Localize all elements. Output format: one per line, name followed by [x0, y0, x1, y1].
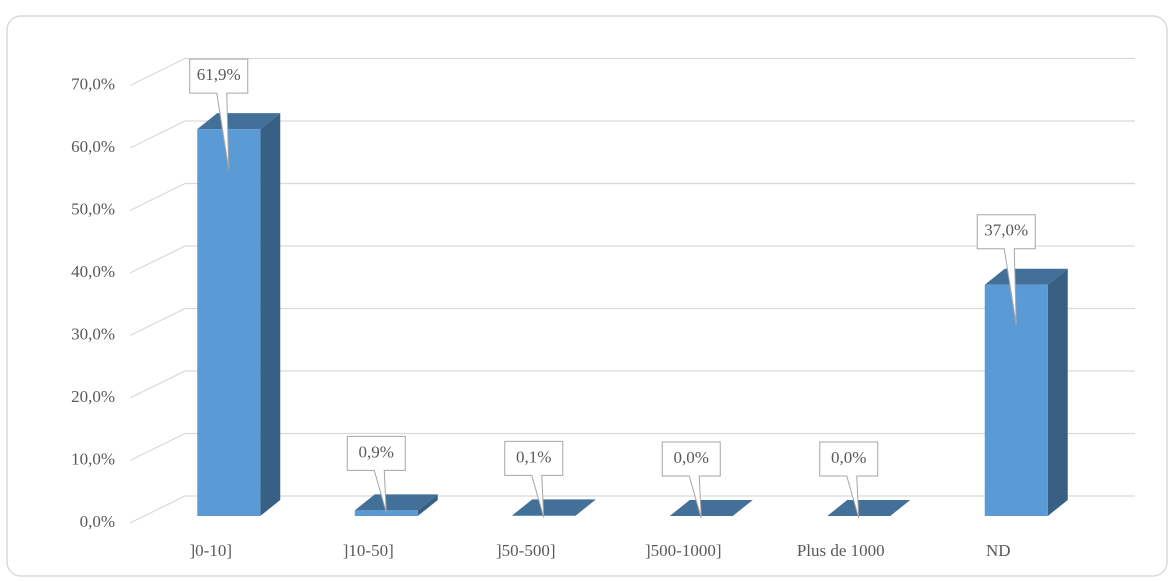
bar-face — [575, 499, 596, 516]
y-tick-label: 10,0% — [71, 449, 115, 468]
grid-line — [129, 57, 1135, 87]
x-tick-label: Plus de 1000 — [797, 541, 885, 560]
data-label: 0,1% — [516, 447, 551, 466]
bar-face — [417, 494, 438, 516]
grid-line — [129, 495, 1135, 524]
x-tick-label: ]0-10] — [190, 541, 232, 560]
y-tick-label: 50,0% — [71, 199, 115, 218]
bar — [827, 500, 911, 516]
grid-line — [129, 432, 1135, 462]
y-tick-label: 20,0% — [71, 387, 115, 406]
x-tick-label: ND — [986, 541, 1011, 560]
y-tick-label: 70,0% — [71, 74, 115, 93]
data-label: 0,0% — [831, 448, 866, 467]
callout — [661, 441, 721, 519]
bar — [354, 494, 438, 516]
y-tick-label: 30,0% — [71, 324, 115, 343]
grid-line — [129, 245, 1135, 274]
y-tick-label: 40,0% — [71, 262, 115, 281]
grid-line — [129, 182, 1135, 212]
bar-face — [197, 113, 281, 130]
y-tick-label: 0,0% — [80, 512, 115, 531]
x-tick-label: ]50-500] — [496, 541, 555, 560]
bar-face — [354, 494, 438, 511]
data-label: 0,0% — [674, 448, 709, 467]
bar-face — [197, 129, 261, 516]
callout — [819, 441, 879, 519]
x-tick-label: ]10-50] — [343, 541, 394, 560]
bar-face — [1047, 268, 1068, 516]
callout — [346, 435, 406, 513]
bar — [197, 113, 281, 516]
chart-frame — [6, 15, 1168, 577]
grid-line — [129, 120, 1135, 149]
bar — [669, 500, 753, 516]
x-tick-label: ]500-1000] — [645, 541, 721, 560]
callout — [189, 58, 249, 170]
y-tick-label: 60,0% — [71, 137, 115, 156]
bar-face — [512, 499, 596, 516]
bar-face — [827, 500, 911, 516]
callout — [976, 214, 1036, 325]
bar-face — [669, 500, 753, 516]
bar-face — [984, 268, 1068, 285]
data-label: 0,9% — [359, 442, 394, 461]
grid-line — [129, 370, 1135, 399]
bar-face — [354, 510, 418, 516]
bar — [984, 268, 1068, 516]
grid-line — [129, 307, 1135, 337]
data-label: 37,0% — [984, 221, 1028, 240]
data-label: 61,9% — [197, 65, 241, 84]
callout — [504, 440, 564, 518]
bar-face — [260, 113, 281, 516]
